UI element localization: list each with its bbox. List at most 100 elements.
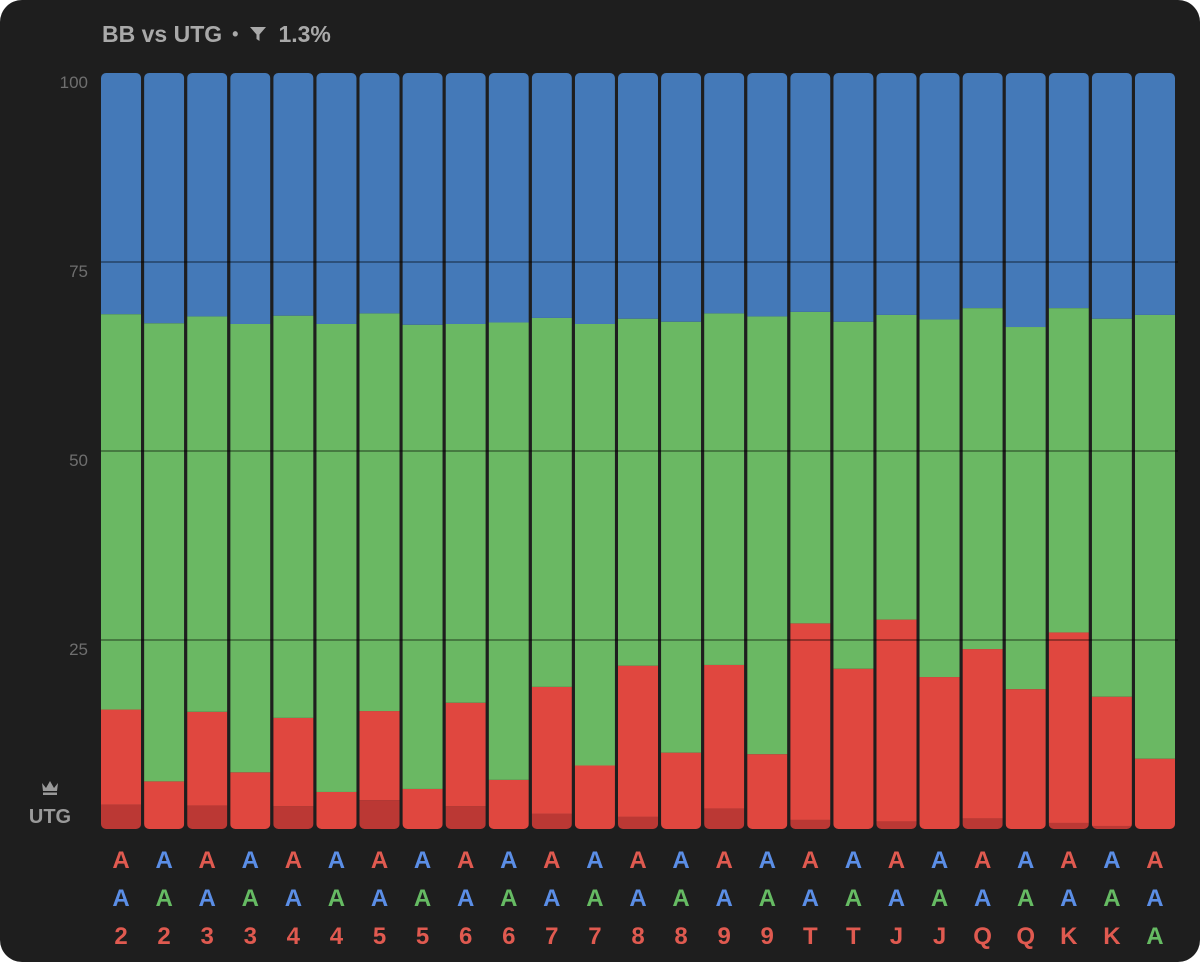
bar-segment xyxy=(747,73,788,317)
bar-segment xyxy=(919,319,960,678)
bar-group[interactable] xyxy=(488,73,529,829)
hand-card-label: A xyxy=(672,885,690,912)
bar-group[interactable] xyxy=(445,73,486,829)
hand-card-label: A xyxy=(370,885,389,912)
bar-segment xyxy=(704,808,745,829)
bar-group[interactable] xyxy=(402,73,443,829)
bar-segment xyxy=(747,316,788,755)
bar-segment xyxy=(704,73,745,314)
bar-group[interactable] xyxy=(187,73,228,829)
bar-group[interactable] xyxy=(876,73,917,829)
bar-group[interactable] xyxy=(273,73,314,829)
hand-card-label: 7 xyxy=(588,923,602,950)
bar-segment xyxy=(402,73,443,325)
bar-group[interactable] xyxy=(531,73,572,829)
bar-group[interactable] xyxy=(704,73,745,829)
hand-card-label: A xyxy=(844,847,863,874)
bar-group[interactable] xyxy=(833,73,874,829)
bar-segment xyxy=(445,806,486,829)
hand-card-label: 3 xyxy=(243,923,257,950)
hand-card-label: 6 xyxy=(458,923,473,950)
bar-segment xyxy=(531,317,572,687)
bar-group[interactable] xyxy=(144,73,185,829)
bar-segment xyxy=(144,781,185,829)
bar-segment xyxy=(574,765,615,829)
hand-card-label: 4 xyxy=(329,923,344,950)
position-label: UTG xyxy=(28,806,72,828)
bar-segment xyxy=(919,677,960,829)
bar-segment xyxy=(1134,73,1175,315)
bar-segment xyxy=(273,806,314,829)
bar-segment xyxy=(316,73,357,324)
bar-segment xyxy=(790,73,831,312)
bar-group[interactable] xyxy=(1134,73,1175,829)
bar-segment xyxy=(962,649,1003,819)
bar-group[interactable] xyxy=(359,73,400,829)
bar-segment xyxy=(962,308,1003,650)
bar-segment xyxy=(1005,689,1046,829)
hand-card-label: A xyxy=(241,885,259,912)
hand-card-label: 5 xyxy=(415,923,430,950)
hand-card-label: 2 xyxy=(114,923,128,950)
hand-card-label: A xyxy=(1060,885,1078,912)
hand-card-label: A xyxy=(543,847,561,874)
bar-group[interactable] xyxy=(316,73,357,829)
bar-segment xyxy=(531,813,572,829)
hand-card-label: A xyxy=(629,885,647,912)
bar-group[interactable] xyxy=(747,73,788,829)
filter-value[interactable]: 1.3% xyxy=(278,20,331,47)
bar-group[interactable] xyxy=(574,73,615,829)
hand-card-label: A xyxy=(1017,847,1035,874)
bar-group[interactable] xyxy=(230,73,271,829)
hand-card-label: A xyxy=(844,885,863,912)
bar-segment xyxy=(101,709,142,805)
hand-card-label: 3 xyxy=(200,923,214,950)
bar-segment xyxy=(359,313,400,712)
bar-segment xyxy=(359,800,400,829)
bar-group[interactable] xyxy=(1048,73,1089,829)
hand-card-label: A xyxy=(457,885,475,912)
bar-segment xyxy=(1048,822,1089,829)
hand-card-label: A xyxy=(1017,885,1035,912)
bar-group[interactable] xyxy=(962,73,1003,829)
bar-segment xyxy=(617,665,659,817)
hand-card-label: K xyxy=(1060,923,1078,950)
bar-group[interactable] xyxy=(919,73,960,829)
bar-segment xyxy=(661,73,702,322)
bar-group[interactable] xyxy=(1005,73,1046,829)
header-separator: • xyxy=(232,23,239,44)
bar-group[interactable] xyxy=(790,73,831,829)
bar-segment xyxy=(704,664,745,809)
bar-segment xyxy=(101,73,142,315)
bar-segment xyxy=(488,73,529,323)
hand-card-label: Q xyxy=(973,923,992,950)
bar-segment xyxy=(574,73,615,324)
bar-group[interactable] xyxy=(101,72,142,829)
hand-card-label: A xyxy=(1103,885,1121,912)
hand-card-label: 8 xyxy=(631,923,645,950)
bar-segment xyxy=(445,73,486,324)
hand-card-label: A xyxy=(327,885,346,912)
hand-card-label: A xyxy=(112,847,130,874)
bar-segment xyxy=(359,711,400,801)
hand-card-label: A xyxy=(198,885,216,912)
bar-group[interactable] xyxy=(1091,73,1132,829)
hand-card-label: A xyxy=(1060,847,1078,874)
hand-card-label: A xyxy=(284,885,303,912)
hand-card-label: A xyxy=(887,885,906,912)
bar-group[interactable] xyxy=(661,73,702,829)
bar-segment xyxy=(876,821,917,829)
bar-segment xyxy=(101,314,142,710)
y-tick-label: 75 xyxy=(69,262,88,281)
hand-card-label: A xyxy=(370,847,389,874)
bar-segment xyxy=(187,316,228,712)
bar-group[interactable] xyxy=(617,73,659,829)
bar-segment xyxy=(445,323,486,703)
bar-segment xyxy=(1091,73,1132,319)
bar-segment xyxy=(402,788,443,829)
y-tick-label: 25 xyxy=(69,640,88,659)
bar-segment xyxy=(1091,696,1132,826)
funnel-icon[interactable] xyxy=(248,24,268,44)
